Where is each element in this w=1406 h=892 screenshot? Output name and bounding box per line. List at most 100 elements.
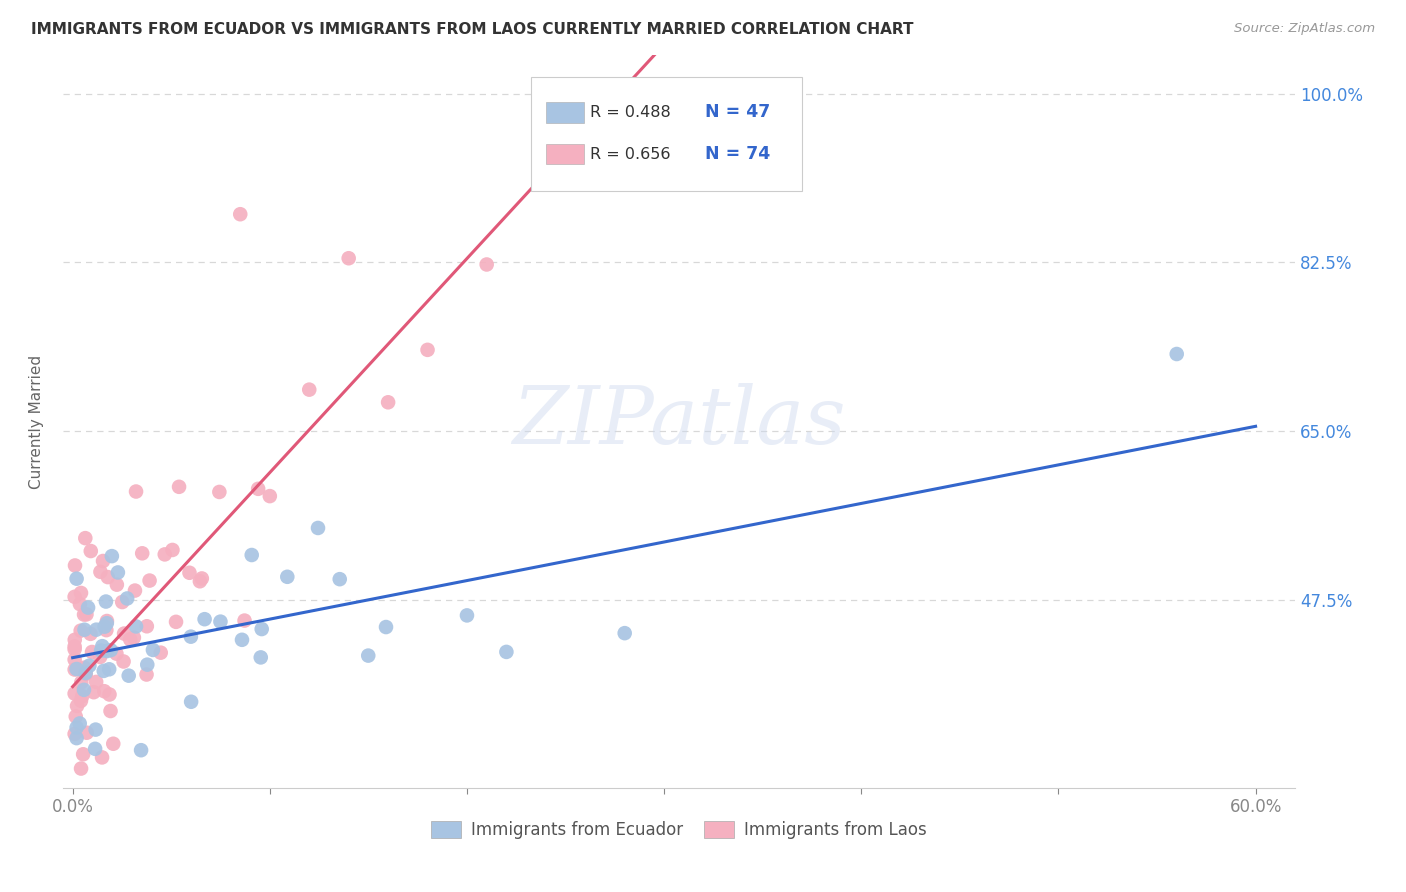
Point [96,644,118,658]
Point [101,549,124,563]
Point [70,662,93,676]
Point [142,643,165,657]
Point [63,632,86,647]
Point [98,688,121,702]
Point [63,642,86,657]
Bar [546,102,583,122]
Point [167,480,190,494]
Point [63,663,86,677]
Point [79,658,101,673]
Text: N = 74: N = 74 [704,145,770,163]
Point [122,631,145,645]
Text: R = 0.488: R = 0.488 [591,104,671,120]
Point [72,747,94,762]
Point [124,583,146,598]
Point [112,655,135,669]
Point [129,743,152,757]
Point [250,622,273,636]
Point [1166,347,1188,361]
Point [94,594,117,608]
Point [416,343,439,357]
Point [77,600,100,615]
Point [613,87,636,101]
Point [96,623,118,637]
Point [84,675,107,690]
Point [72,689,94,703]
Point [100,643,122,657]
Point [98,662,121,676]
Point [233,614,256,628]
Text: R = 0.656: R = 0.656 [591,146,671,161]
Point [90,643,112,657]
Text: IMMIGRANTS FROM ECUADOR VS IMMIGRANTS FROM LAOS CURRENTLY MARRIED CORRELATION CH: IMMIGRANTS FROM ECUADOR VS IMMIGRANTS FR… [31,22,914,37]
Point [375,620,398,634]
Point [247,482,270,496]
Point [75,607,97,622]
Point [103,737,125,751]
Point [249,650,271,665]
Point [84,723,107,737]
Point [475,258,498,272]
Point [298,383,321,397]
Point [191,571,214,585]
Point [66,698,89,713]
Point [231,632,253,647]
Point [456,608,478,623]
Text: Source: ZipAtlas.com: Source: ZipAtlas.com [1234,22,1375,36]
Point [63,640,86,654]
Point [91,554,114,568]
Point [69,597,91,611]
Point [63,687,86,701]
Point [162,543,184,558]
Point [107,566,129,580]
Point [79,627,101,641]
Point [495,645,517,659]
Point [357,648,380,663]
Point [73,607,96,622]
Point [63,652,86,666]
Point [135,667,157,681]
Point [75,666,97,681]
Point [69,624,91,638]
Point [84,623,107,637]
Point [180,630,202,644]
Point [76,725,98,739]
Point [120,632,142,647]
Point [63,727,86,741]
Point [65,721,87,735]
FancyBboxPatch shape [531,77,803,191]
Point [65,572,87,586]
Legend: Immigrants from Ecuador, Immigrants from Laos: Immigrants from Ecuador, Immigrants from… [425,814,934,846]
Point [179,566,201,580]
Y-axis label: Currently Married: Currently Married [30,354,44,489]
Point [188,574,211,589]
Point [194,612,217,626]
Point [259,489,281,503]
Point [149,646,172,660]
Point [138,574,160,588]
Text: N = 47: N = 47 [704,103,770,121]
Point [80,645,103,659]
Point [93,684,115,698]
Point [115,591,138,606]
Point [75,667,97,681]
Point [91,750,114,764]
Point [208,485,231,500]
Point [84,741,107,756]
Point [337,252,360,266]
Text: ZIPatlas: ZIPatlas [512,383,845,460]
Point [83,685,105,699]
Point [80,544,103,558]
Point [100,704,122,718]
Point [136,657,159,672]
Point [89,565,111,579]
Point [63,558,86,573]
Point [65,709,87,723]
Point [93,664,115,678]
Point [118,668,141,682]
Point [70,586,93,600]
Point [377,395,399,409]
Point [240,548,263,562]
Point [613,626,636,640]
Point [73,623,96,637]
